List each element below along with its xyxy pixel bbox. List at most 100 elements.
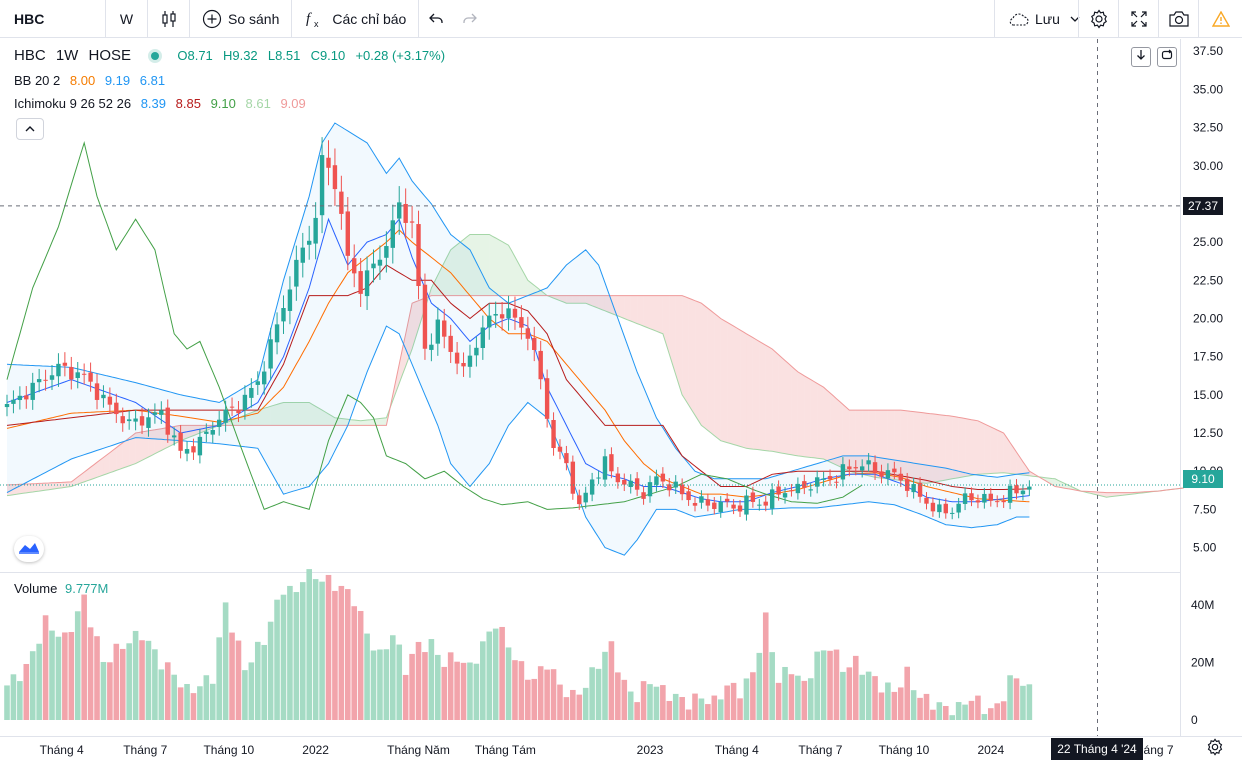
candle[interactable] <box>988 487 993 507</box>
candle[interactable] <box>403 188 408 239</box>
candle[interactable] <box>879 464 884 484</box>
chart-type-button[interactable] <box>148 0 190 38</box>
candle[interactable] <box>461 352 466 377</box>
candle[interactable] <box>956 497 961 519</box>
candle[interactable] <box>995 495 1000 508</box>
candle[interactable] <box>937 498 942 518</box>
candle[interactable] <box>255 371 260 395</box>
candle[interactable] <box>834 475 839 489</box>
candle[interactable] <box>769 483 775 515</box>
candle[interactable] <box>184 441 190 462</box>
candle[interactable] <box>30 372 35 410</box>
candle[interactable] <box>11 390 16 414</box>
candle[interactable] <box>898 467 903 488</box>
candle[interactable] <box>339 175 344 230</box>
candle[interactable] <box>859 459 865 478</box>
warning-button[interactable] <box>1198 0 1242 38</box>
candle[interactable] <box>126 410 132 430</box>
candle[interactable] <box>17 386 23 410</box>
candle[interactable] <box>319 137 325 234</box>
candle[interactable] <box>36 368 42 393</box>
candle[interactable] <box>654 469 659 492</box>
candle[interactable] <box>917 476 923 503</box>
candle[interactable] <box>210 421 215 443</box>
compare-button[interactable]: So sánh <box>190 0 293 38</box>
candle[interactable] <box>969 487 974 507</box>
candle[interactable] <box>454 342 460 375</box>
candle[interactable] <box>499 301 505 331</box>
candle[interactable] <box>885 463 891 486</box>
candle[interactable] <box>724 492 730 508</box>
candle[interactable] <box>229 397 235 416</box>
candle[interactable] <box>660 467 666 489</box>
candle[interactable] <box>789 484 794 497</box>
candle[interactable] <box>101 385 106 408</box>
candle[interactable] <box>216 411 222 436</box>
candle[interactable] <box>1001 495 1006 508</box>
candle[interactable] <box>377 245 383 280</box>
candle[interactable] <box>634 472 640 496</box>
candle[interactable] <box>519 305 524 340</box>
bb-legend[interactable]: BB 20 2 8.00 9.19 6.81 <box>14 73 171 88</box>
candle[interactable] <box>75 361 80 389</box>
candle[interactable] <box>731 499 736 515</box>
candle[interactable] <box>416 210 421 300</box>
candle[interactable] <box>602 448 608 487</box>
candle[interactable] <box>236 401 241 423</box>
candle[interactable] <box>718 496 723 518</box>
candle[interactable] <box>390 204 395 264</box>
interval-button[interactable]: W <box>106 0 148 38</box>
candle[interactable] <box>1027 480 1032 496</box>
candle[interactable] <box>962 487 968 511</box>
candle[interactable] <box>757 498 762 511</box>
candle[interactable] <box>667 478 672 497</box>
candle[interactable] <box>532 326 537 362</box>
candle[interactable] <box>448 324 453 363</box>
candle[interactable] <box>474 336 479 367</box>
candle[interactable] <box>191 438 196 460</box>
candle[interactable] <box>647 475 653 503</box>
candle[interactable] <box>866 453 871 472</box>
candle[interactable] <box>294 245 299 301</box>
candle[interactable] <box>300 232 305 278</box>
candle[interactable] <box>442 308 447 349</box>
candle[interactable] <box>114 393 119 423</box>
candle[interactable] <box>930 497 936 517</box>
fullscreen-button[interactable] <box>1118 0 1158 38</box>
candle[interactable] <box>622 473 627 492</box>
candle[interactable] <box>120 407 125 432</box>
candle[interactable] <box>853 460 858 476</box>
candle[interactable] <box>146 408 151 437</box>
candle[interactable] <box>712 497 717 515</box>
snapshot-button[interactable] <box>1158 0 1198 38</box>
ichimoku-legend[interactable]: Ichimoku 9 26 52 26 8.39 8.85 9.10 8.61 … <box>14 96 312 111</box>
candle[interactable] <box>24 386 29 409</box>
settings-button[interactable] <box>1078 0 1118 38</box>
candle[interactable] <box>692 497 698 512</box>
candle[interactable] <box>274 312 280 355</box>
candle[interactable] <box>564 445 569 471</box>
candle[interactable] <box>364 256 370 310</box>
candle[interactable] <box>487 303 492 340</box>
candle[interactable] <box>69 356 74 390</box>
candle[interactable] <box>422 273 428 360</box>
candle[interactable] <box>287 276 293 325</box>
candle[interactable] <box>480 315 486 360</box>
candle[interactable] <box>570 455 576 500</box>
volume-legend[interactable]: Volume 9.777M <box>14 581 108 596</box>
candle[interactable] <box>152 403 158 424</box>
candle[interactable] <box>358 257 363 307</box>
save-button[interactable]: Lưu <box>994 0 1080 38</box>
candle[interactable] <box>821 471 826 487</box>
candle[interactable] <box>596 470 601 485</box>
candle[interactable] <box>1007 479 1013 510</box>
candle[interactable] <box>538 340 543 390</box>
candle[interactable] <box>4 394 10 417</box>
candle[interactable] <box>737 500 743 517</box>
candle[interactable] <box>313 202 318 260</box>
candle[interactable] <box>512 296 518 330</box>
candle[interactable] <box>950 507 955 520</box>
legend-collapse-button[interactable] <box>16 118 44 140</box>
candle[interactable] <box>750 486 756 508</box>
